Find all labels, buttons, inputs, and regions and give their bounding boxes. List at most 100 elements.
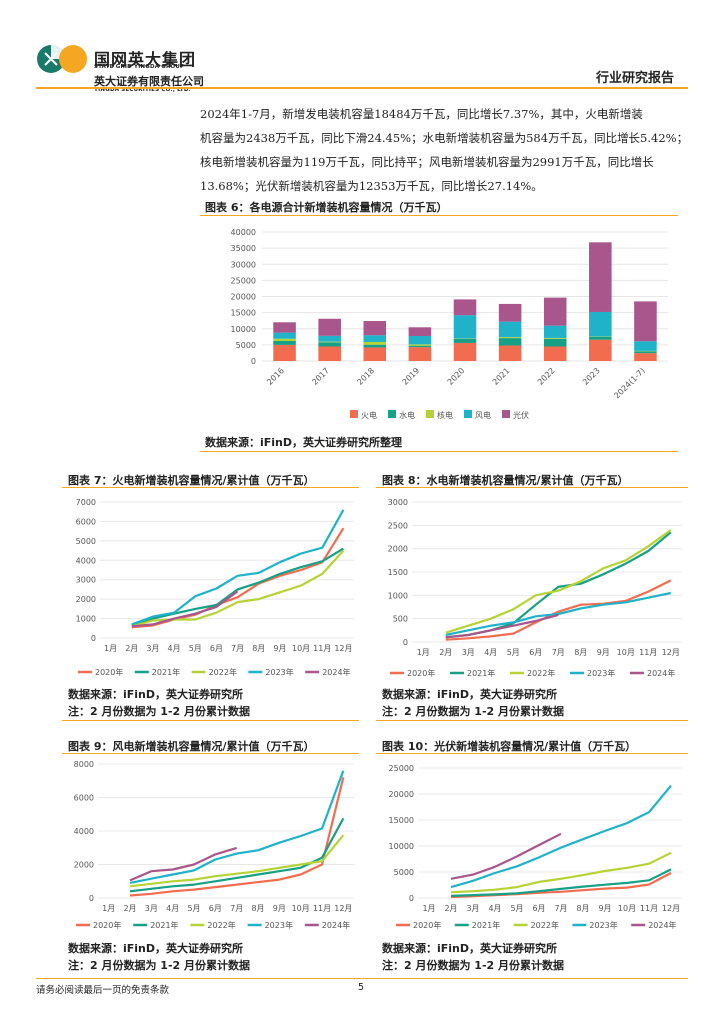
bar-segment-火电	[498, 345, 522, 361]
x-tick-label: 3月	[466, 904, 479, 913]
legend-label: 2021年	[467, 668, 495, 678]
legend-label: 2021年	[472, 920, 500, 930]
y-tick-label: 5000	[236, 341, 256, 350]
x-tick-label: 7月	[554, 904, 567, 913]
bar-segment-火电	[318, 346, 341, 361]
series-line-2024年	[129, 846, 238, 882]
bar-segment-水电	[408, 345, 432, 348]
series-line-2023年	[450, 784, 672, 889]
series-line-2021年	[131, 547, 344, 627]
series-line-2022年	[450, 851, 672, 894]
x-tick-label: 3月	[462, 648, 475, 657]
y-tick-label: 6000	[76, 517, 96, 526]
x-tick-label: 12月	[334, 904, 352, 913]
x-tick-label: 2021	[491, 366, 512, 387]
legend-label: 水电	[399, 410, 415, 420]
x-tick-label: 8月	[251, 904, 264, 913]
body-paragraph-line: 2024年1-7月，新增发电装机容量18484万千瓦，同比增长7.37%，其中，…	[200, 107, 643, 121]
fig9-note: 注：2 月份数据为 1-2 月份累计数据	[68, 959, 251, 972]
x-tick-label: 9月	[598, 904, 611, 913]
fig8-source: 数据来源：iFinD，英大证券研究所	[382, 688, 558, 701]
fig10-source: 数据来源：iFinD，英大证券研究所	[382, 942, 558, 955]
x-tick-label: 7月	[231, 644, 244, 653]
y-tick-label: 0	[409, 894, 414, 903]
body-paragraph-line: 核电新增装机容量为119万千瓦，同比持平；风电新增装机容量为2991万千瓦，同比…	[200, 155, 654, 169]
bar-segment-风电	[634, 341, 657, 351]
bar-segment-水电	[453, 338, 477, 343]
y-tick-label: 7000	[76, 498, 96, 507]
x-tick-label: 1月	[417, 648, 430, 657]
x-tick-label: 5月	[187, 904, 200, 913]
y-tick-label: 2000	[76, 595, 96, 604]
y-tick-label: 1000	[388, 591, 408, 600]
y-tick-label: 20000	[389, 790, 414, 799]
report-type: 行业研究报告	[596, 71, 675, 86]
bar-segment-风电	[453, 315, 477, 339]
x-tick-label: 2020	[446, 366, 467, 387]
legend-label: 2021年	[152, 667, 180, 677]
x-tick-label: 10月	[292, 904, 310, 913]
x-tick-label: 2月	[125, 644, 138, 653]
legend-label: 2024年	[647, 668, 675, 678]
bar-segment-光伏	[634, 301, 657, 342]
bar-segment-水电	[543, 338, 567, 347]
x-tick-label: 10月	[618, 904, 636, 913]
legend-label: 2023年	[265, 667, 293, 677]
bar-segment-火电	[453, 342, 477, 361]
bar-segment-核电	[273, 338, 296, 342]
legend-label: 2023年	[265, 920, 293, 930]
fig9-title-rule	[62, 753, 359, 754]
fig6-stacked-bar-chart: 0 5000 10000 15000 20000 25000 30000 35000 40000…	[231, 228, 668, 420]
y-tick-label: 6000	[74, 794, 94, 803]
legend-label: 2022年	[207, 920, 235, 930]
fig7-note: 注：2 月份数据为 1-2 月份累计数据	[68, 705, 251, 718]
y-tick-label: 1500	[388, 568, 408, 577]
x-tick-label: 11月	[313, 644, 331, 653]
x-tick-label: 6月	[210, 644, 223, 653]
y-tick-label: 15000	[389, 816, 414, 825]
x-tick-label: 2月	[439, 648, 452, 657]
y-tick-label: 4000	[74, 827, 94, 836]
bar-segment-水电	[273, 341, 296, 345]
x-tick-label: 5月	[507, 648, 520, 657]
x-tick-label: 2月	[444, 904, 457, 913]
series-line-2023年	[445, 591, 672, 637]
legend-label: 核电	[437, 410, 453, 420]
bar-segment-水电	[318, 342, 341, 347]
x-tick-label: 8月	[252, 644, 265, 653]
bar-segment-光伏	[408, 327, 432, 337]
y-tick-label: 500	[393, 615, 408, 624]
fig10-title: 图表 10：光伏新增装机容量情况/累计值（万千瓦）	[382, 740, 637, 753]
legend-swatch	[502, 410, 510, 418]
series-line-2020年	[129, 777, 345, 897]
y-tick-label: 20000	[231, 293, 256, 302]
x-tick-label: 10月	[292, 644, 310, 653]
legend-label: 光伏	[513, 410, 529, 420]
fig6-source-rule	[200, 451, 678, 452]
x-tick-label: 3月	[145, 904, 158, 913]
y-tick-label: 0	[403, 638, 408, 647]
bar-segment-风电	[408, 336, 432, 345]
bar-segment-火电	[363, 347, 387, 361]
fig8-source-rule	[376, 720, 688, 721]
y-tick-label: 1000	[76, 615, 96, 624]
x-tick-label: 2016	[265, 366, 286, 387]
x-tick-label: 2018	[355, 366, 376, 387]
bar-segment-光伏	[543, 297, 567, 326]
company-chinese-name: 英大证券有限责任公司	[94, 75, 204, 88]
x-tick-label: 5月	[189, 644, 202, 653]
x-tick-label: 10月	[617, 648, 635, 657]
legend-label: 2022年	[527, 668, 555, 678]
bar-segment-火电	[589, 339, 612, 361]
y-tick-label: 35000	[231, 244, 256, 253]
x-tick-label: 6月	[532, 904, 545, 913]
legend-label: 2024年	[322, 920, 350, 930]
x-tick-label: 11月	[313, 904, 331, 913]
bar-segment-火电	[408, 347, 432, 361]
x-tick-label: 9月	[273, 644, 286, 653]
body-paragraph-line: 13.68%；光伏新增装机容量为12353万千瓦，同比增长27.14%。	[200, 179, 543, 193]
x-tick-label: 12月	[662, 648, 680, 657]
y-tick-label: 2000	[388, 545, 408, 554]
fig6-title: 图表 6：各电源合计新增装机容量情况（万千瓦）	[205, 201, 448, 214]
bar-segment-风电	[589, 311, 612, 337]
